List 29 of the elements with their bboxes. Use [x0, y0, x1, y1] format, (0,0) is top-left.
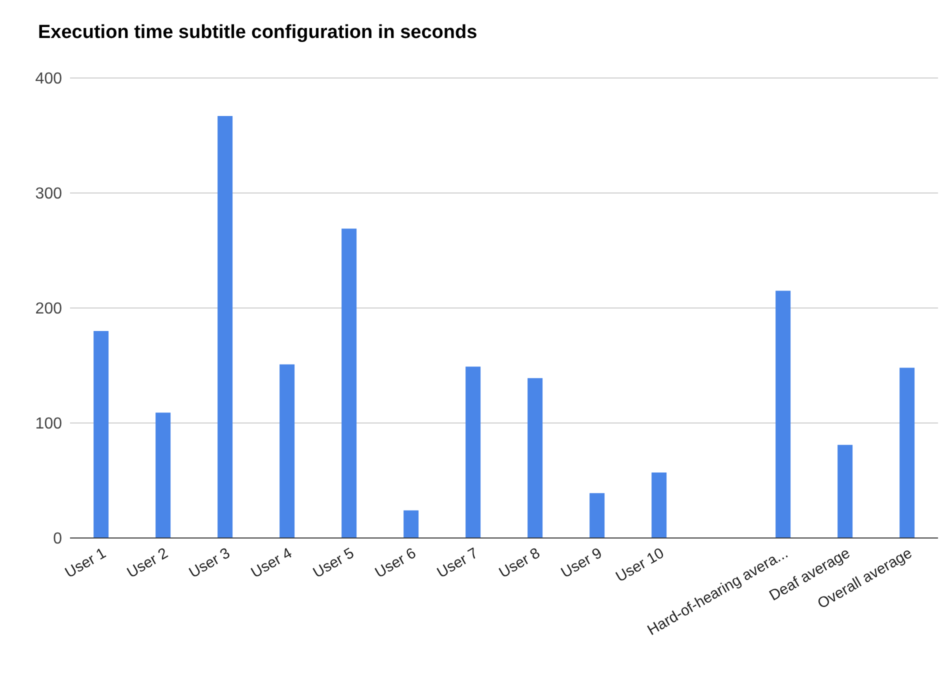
bar [528, 378, 543, 538]
y-tick-label: 300 [35, 186, 62, 203]
bar [156, 412, 171, 538]
bar [94, 331, 109, 538]
x-tick-label: User 1 [62, 544, 109, 582]
bar [652, 472, 667, 538]
chart-title: Execution time subtitle configuration in seconds [38, 22, 478, 44]
bar [900, 368, 915, 538]
x-tick-label: User 10 [613, 544, 667, 586]
x-tick-label: User 8 [496, 544, 543, 582]
bar [590, 493, 605, 538]
x-tick-label: User 3 [186, 544, 233, 582]
x-tick-label: User 7 [434, 544, 481, 582]
x-tick-label: User 5 [310, 544, 357, 582]
y-tick-label: 100 [35, 416, 62, 433]
y-tick-label: 0 [53, 530, 62, 548]
y-tick-label: 200 [35, 300, 62, 318]
bar [404, 510, 419, 538]
x-tick-label: User 9 [558, 544, 605, 582]
x-tick-label: User 2 [124, 544, 171, 582]
y-tick-label: 400 [35, 70, 62, 88]
bar [342, 228, 357, 538]
bar [776, 290, 791, 538]
x-tick-label: User 4 [248, 544, 295, 582]
bar [466, 366, 481, 538]
bar [280, 364, 295, 538]
bar [838, 444, 853, 538]
x-tick-label: User 6 [372, 544, 419, 582]
bar [218, 116, 233, 538]
